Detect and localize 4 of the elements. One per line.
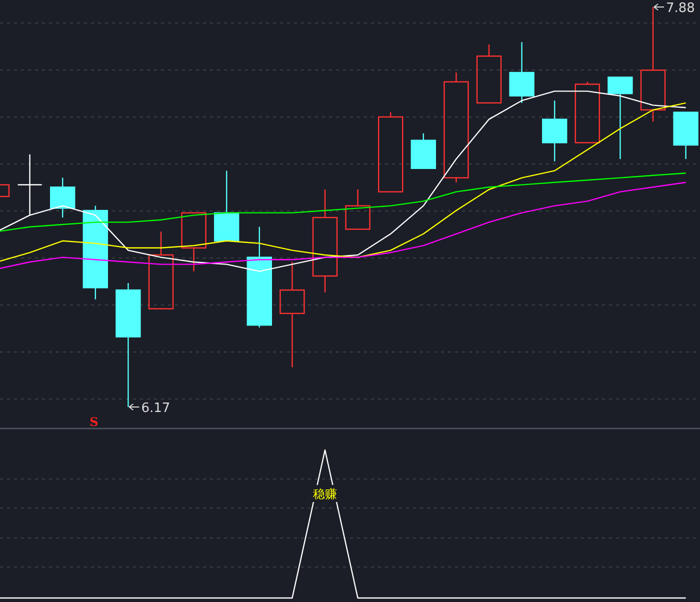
annotation: 6.17 bbox=[141, 401, 170, 416]
text: S bbox=[90, 415, 98, 429]
annotation: 稳赚 bbox=[313, 487, 337, 501]
annotation: 7.88 bbox=[666, 1, 695, 16]
